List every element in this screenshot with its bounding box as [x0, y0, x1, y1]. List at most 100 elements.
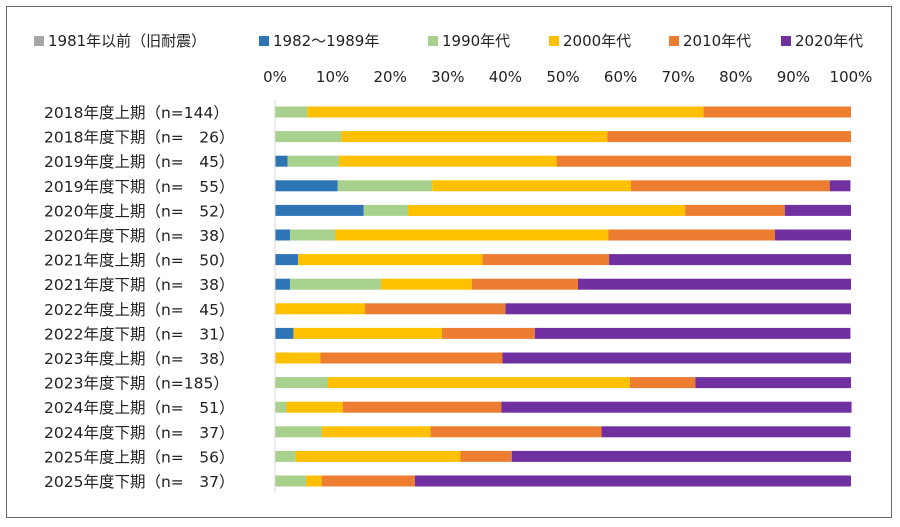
y-category-label: 2023年度上期（n= 38）: [44, 350, 234, 368]
x-tick-label: 30%: [431, 68, 464, 86]
bar-segment: [298, 254, 483, 266]
y-category-label: 2020年度上期（n= 52）: [44, 202, 234, 220]
bar-segment: [774, 229, 851, 241]
y-axis-category-labels: 2018年度上期（n=144） 2018年度下期（n= 26） 2019年度上期（n…: [44, 104, 234, 491]
bar-segment: [275, 377, 328, 389]
bar-segment: [607, 131, 851, 143]
bar-segment: [321, 475, 415, 487]
legend-swatch-2: [428, 36, 438, 46]
legend-swatch-3: [549, 36, 559, 46]
bar-segment: [320, 352, 503, 364]
bar-segment: [430, 426, 602, 438]
bar-segment: [460, 450, 512, 462]
bar-segment: [275, 426, 322, 438]
bar-segment: [295, 450, 461, 462]
bar-segment: [275, 327, 294, 339]
x-tick-label: 0%: [263, 68, 287, 86]
bar-segment: [275, 450, 296, 462]
legend-label-5: 2020年代: [795, 32, 863, 50]
y-category-label: 2018年度上期（n=144）: [44, 104, 229, 122]
bar-segment: [414, 475, 851, 487]
y-category-label: 2023年度下期（n=185）: [44, 375, 229, 393]
y-category-label: 2020年度下期（n= 38）: [44, 227, 234, 245]
bar-segment: [442, 327, 535, 339]
bar-segment: [293, 327, 443, 339]
bar-segment: [501, 401, 852, 413]
bar-segment: [609, 254, 851, 266]
bar-segment: [321, 426, 431, 438]
bar-segment: [275, 106, 308, 118]
x-tick-label: 10%: [316, 68, 349, 86]
bar-segment: [408, 204, 686, 216]
legend-label-0: 1981年以前（旧耐震）: [48, 32, 206, 50]
bar-segment: [275, 204, 364, 216]
bar-segment: [471, 278, 578, 290]
bar-segment: [306, 475, 322, 487]
bar-segment: [275, 278, 290, 290]
bar-segment: [275, 155, 288, 167]
bar-segment: [275, 131, 342, 143]
bar-segment: [275, 303, 365, 315]
bar-segment: [275, 254, 299, 266]
bar-segment: [341, 131, 608, 143]
x-tick-label: 80%: [719, 68, 752, 86]
y-category-label: 2025年度上期（n= 56）: [44, 448, 234, 466]
bar-segment: [511, 450, 851, 462]
bar-segment: [601, 426, 851, 438]
bar-segment: [342, 401, 502, 413]
bar-segment: [275, 352, 321, 364]
bar-segment: [577, 278, 851, 290]
legend-label-3: 2000年代: [563, 32, 631, 50]
y-category-label: 2022年度下期（n= 31）: [44, 325, 234, 343]
bar-segment: [784, 204, 851, 216]
y-category-label: 2019年度上期（n= 45）: [44, 153, 234, 171]
bar-segment: [335, 229, 609, 241]
x-axis-tick-labels: 0% 10% 20% 30% 40% 50% 60% 70% 80% 90% 100%: [263, 68, 872, 86]
bar-segment: [337, 180, 433, 192]
bar-segment: [289, 229, 336, 241]
x-tick-label: 60%: [604, 68, 637, 86]
bar-segment: [556, 155, 851, 167]
x-tick-label: 20%: [374, 68, 407, 86]
legend-swatch-1: [259, 36, 269, 46]
bar-segment: [703, 106, 851, 118]
bar-segment: [534, 327, 851, 339]
bar-segment: [380, 278, 472, 290]
x-tick-label: 90%: [777, 68, 810, 86]
legend-label-2: 1990年代: [442, 32, 510, 50]
bar-segment: [307, 106, 704, 118]
x-tick-label: 70%: [662, 68, 695, 86]
y-category-label: 2018年度下期（n= 26）: [44, 129, 234, 147]
bar-segment: [502, 352, 851, 364]
bar-segment: [482, 254, 610, 266]
x-tick-label: 100%: [830, 68, 873, 86]
bar-segment: [289, 278, 381, 290]
x-tick-label: 40%: [489, 68, 522, 86]
legend-label-1: 1982～1989年: [273, 32, 379, 50]
bar-segment: [695, 377, 851, 389]
y-category-label: 2022年度上期（n= 45）: [44, 301, 234, 319]
bar-segment: [287, 155, 339, 167]
y-category-label: 2024年度下期（n= 37）: [44, 424, 234, 442]
bar-segment: [363, 204, 409, 216]
bar-segment: [364, 303, 506, 315]
bar-segment: [275, 401, 287, 413]
bar-segment: [608, 229, 775, 241]
bar-segment: [327, 377, 630, 389]
y-category-label: 2019年度下期（n= 55）: [44, 178, 234, 196]
legend: 1981年以前（旧耐震） 1982～1989年 1990年代 2000年代 2010年代…: [34, 32, 863, 50]
bar-segment: [629, 377, 696, 389]
bar-segment: [505, 303, 851, 315]
bar-segment: [286, 401, 343, 413]
bar-segment: [630, 180, 830, 192]
legend-label-4: 2010年代: [683, 32, 751, 50]
y-category-label: 2021年度上期（n= 50）: [44, 252, 234, 270]
bar-segment: [829, 180, 851, 192]
legend-swatch-4: [669, 36, 679, 46]
y-category-label: 2025年度下期（n= 37）: [44, 473, 234, 491]
bar-segment: [275, 180, 338, 192]
bars: [275, 106, 852, 487]
bar-segment: [432, 180, 631, 192]
legend-swatch-5: [781, 36, 791, 46]
